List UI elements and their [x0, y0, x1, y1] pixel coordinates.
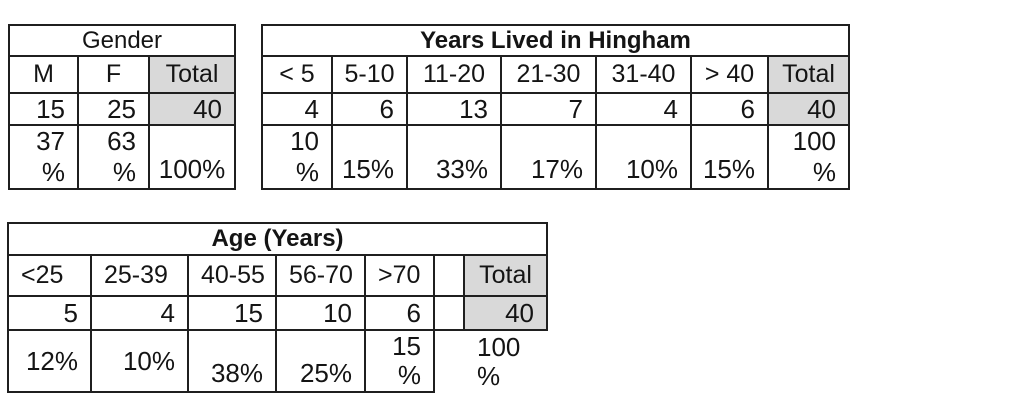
years-header-5-10: 5-10: [333, 57, 408, 94]
age-table-title: Age (Years): [9, 224, 548, 256]
age-count-25-39: 4: [92, 297, 189, 331]
age-header-25-39: 25-39: [92, 256, 189, 297]
gender-table: Gender M F Total 15 25 40 37 % 63 % 100%: [8, 24, 236, 190]
years-count-21-30: 7: [502, 94, 597, 126]
age-table: Age (Years) <25 25-39 40-55 56-70 >70 To…: [7, 222, 548, 393]
gender-percent-total: 100%: [150, 126, 236, 190]
years-header-31-40: 31-40: [597, 57, 692, 94]
age-percent-gt70: 15 %: [366, 331, 435, 393]
age-percent-lt25: 12%: [9, 331, 92, 393]
age-percent-56-70: 25%: [277, 331, 366, 393]
years-header-total: Total: [769, 57, 850, 94]
years-percent-gt40: 15%: [692, 126, 769, 190]
age-header-40-55: 40-55: [189, 256, 277, 297]
years-count-31-40: 4: [597, 94, 692, 126]
years-percent-total: 100 %: [769, 126, 850, 190]
age-percent-40-55: 38%: [189, 331, 277, 393]
age-count-40-55: 15: [189, 297, 277, 331]
years-count-lt5: 4: [263, 94, 333, 126]
years-count-5-10: 6: [333, 94, 408, 126]
gender-percent-f: 63 %: [79, 126, 150, 190]
age-percent-total: 100 %: [477, 332, 521, 391]
age-count-spacer: [435, 297, 465, 331]
age-count-lt25: 5: [9, 297, 92, 331]
years-lived-table: Years Lived in Hingham < 5 5-10 11-20 21…: [261, 24, 850, 190]
age-header-spacer: [435, 256, 465, 297]
years-percent-11-20: 33%: [408, 126, 502, 190]
years-percent-lt5: 10 %: [263, 126, 333, 190]
years-percent-21-30: 17%: [502, 126, 597, 190]
gender-header-m: M: [10, 57, 79, 94]
years-count-total: 40: [769, 94, 850, 126]
gender-header-total: Total: [150, 57, 236, 94]
gender-count-m: 15: [10, 94, 79, 126]
years-header-21-30: 21-30: [502, 57, 597, 94]
age-count-total: 40: [465, 297, 548, 331]
gender-count-f: 25: [79, 94, 150, 126]
age-header-lt25: <25: [9, 256, 92, 297]
age-percent-25-39: 10%: [92, 331, 189, 393]
years-percent-5-10: 15%: [333, 126, 408, 190]
gender-header-f: F: [79, 57, 150, 94]
years-header-gt40: > 40: [692, 57, 769, 94]
age-count-56-70: 10: [277, 297, 366, 331]
gender-table-title: Gender: [10, 26, 236, 57]
years-header-lt5: < 5: [263, 57, 333, 94]
age-header-56-70: 56-70: [277, 256, 366, 297]
years-header-11-20: 11-20: [408, 57, 502, 94]
years-percent-31-40: 10%: [597, 126, 692, 190]
years-lived-table-title: Years Lived in Hingham: [263, 26, 850, 57]
age-count-gt70: 6: [366, 297, 435, 331]
gender-percent-m: 37 %: [10, 126, 79, 190]
years-count-gt40: 6: [692, 94, 769, 126]
age-header-total: Total: [465, 256, 548, 297]
years-count-11-20: 13: [408, 94, 502, 126]
gender-count-total: 40: [150, 94, 236, 126]
age-header-gt70: >70: [366, 256, 435, 297]
